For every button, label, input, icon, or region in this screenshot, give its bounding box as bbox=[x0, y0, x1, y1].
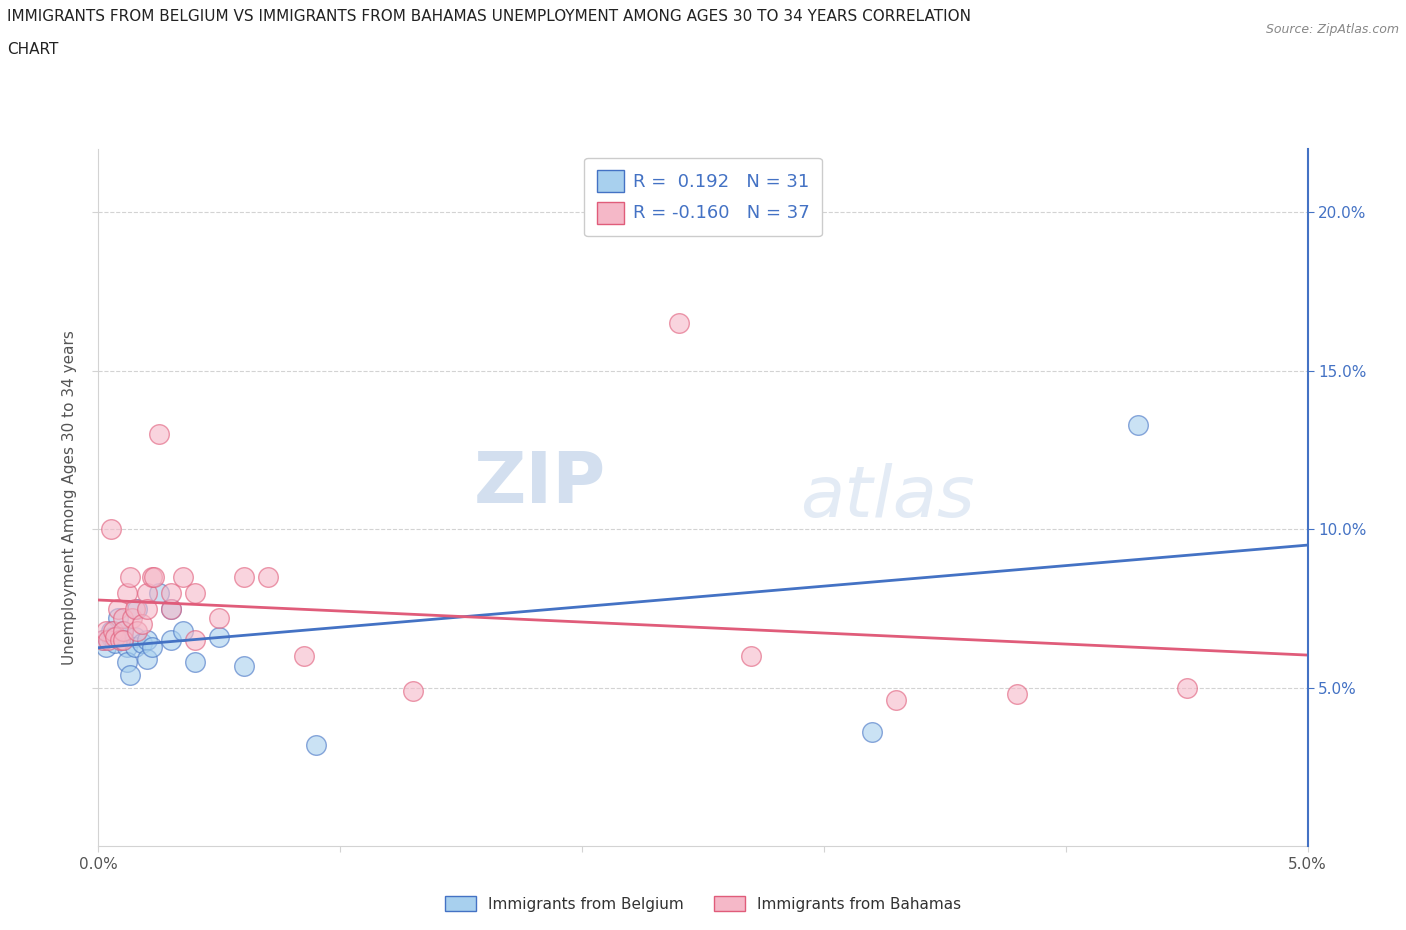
Point bbox=[108, 630, 131, 644]
Point bbox=[172, 569, 194, 584]
Point bbox=[1175, 681, 1198, 696]
Point bbox=[135, 652, 157, 667]
Point bbox=[101, 630, 124, 644]
Point bbox=[127, 623, 149, 638]
Point bbox=[117, 655, 139, 670]
Point bbox=[148, 585, 170, 600]
Point bbox=[127, 601, 149, 616]
Point bbox=[305, 737, 328, 752]
Point bbox=[232, 569, 254, 584]
Point bbox=[1128, 418, 1150, 432]
Point bbox=[135, 601, 157, 616]
Point bbox=[141, 639, 163, 654]
Point bbox=[91, 632, 114, 647]
Point bbox=[100, 623, 122, 638]
Point bbox=[292, 648, 315, 663]
Point bbox=[184, 585, 207, 600]
Point bbox=[256, 569, 278, 584]
Point bbox=[108, 632, 131, 647]
Point bbox=[402, 684, 425, 698]
Point bbox=[160, 632, 183, 647]
Point bbox=[100, 630, 122, 644]
Point bbox=[94, 623, 117, 638]
Point bbox=[135, 585, 157, 600]
Point bbox=[740, 648, 762, 663]
Point bbox=[117, 585, 139, 600]
Point bbox=[107, 611, 129, 626]
Point bbox=[208, 630, 231, 644]
Point bbox=[118, 668, 141, 683]
Point bbox=[111, 632, 134, 647]
Text: ZIP: ZIP bbox=[474, 449, 606, 518]
Point bbox=[160, 601, 183, 616]
Legend: Immigrants from Belgium, Immigrants from Bahamas: Immigrants from Belgium, Immigrants from… bbox=[439, 889, 967, 918]
Point bbox=[860, 724, 883, 739]
Point bbox=[111, 623, 134, 638]
Point bbox=[172, 623, 194, 638]
Point bbox=[131, 617, 153, 631]
Text: Source: ZipAtlas.com: Source: ZipAtlas.com bbox=[1265, 23, 1399, 36]
Point bbox=[117, 639, 139, 654]
Point bbox=[104, 636, 127, 651]
Point bbox=[141, 569, 163, 584]
Point bbox=[668, 316, 690, 331]
Point bbox=[148, 427, 170, 442]
Point bbox=[124, 639, 146, 654]
Point bbox=[135, 632, 157, 647]
Point bbox=[121, 611, 143, 626]
Point bbox=[131, 636, 153, 651]
Point bbox=[104, 630, 127, 644]
Point bbox=[118, 569, 141, 584]
Point bbox=[1007, 686, 1029, 701]
Text: atlas: atlas bbox=[800, 463, 974, 532]
Point bbox=[101, 623, 124, 638]
Point bbox=[208, 611, 231, 626]
Point bbox=[111, 611, 134, 626]
Point bbox=[160, 585, 183, 600]
Text: IMMIGRANTS FROM BELGIUM VS IMMIGRANTS FROM BAHAMAS UNEMPLOYMENT AMONG AGES 30 TO: IMMIGRANTS FROM BELGIUM VS IMMIGRANTS FR… bbox=[7, 9, 972, 24]
Point bbox=[111, 632, 134, 647]
Point bbox=[94, 639, 117, 654]
Point bbox=[160, 601, 183, 616]
Point bbox=[100, 522, 122, 537]
Point bbox=[184, 632, 207, 647]
Point bbox=[184, 655, 207, 670]
Point bbox=[124, 630, 146, 644]
Text: CHART: CHART bbox=[7, 42, 59, 57]
Point bbox=[886, 693, 908, 708]
Point bbox=[111, 630, 134, 644]
Legend: R =  0.192   N = 31, R = -0.160   N = 37: R = 0.192 N = 31, R = -0.160 N = 37 bbox=[583, 158, 823, 236]
Point bbox=[111, 623, 134, 638]
Point bbox=[124, 601, 146, 616]
Point bbox=[232, 658, 254, 673]
Point bbox=[143, 569, 166, 584]
Point bbox=[91, 632, 114, 647]
Point bbox=[107, 601, 129, 616]
Y-axis label: Unemployment Among Ages 30 to 34 years: Unemployment Among Ages 30 to 34 years bbox=[62, 330, 77, 665]
Point bbox=[97, 632, 120, 647]
